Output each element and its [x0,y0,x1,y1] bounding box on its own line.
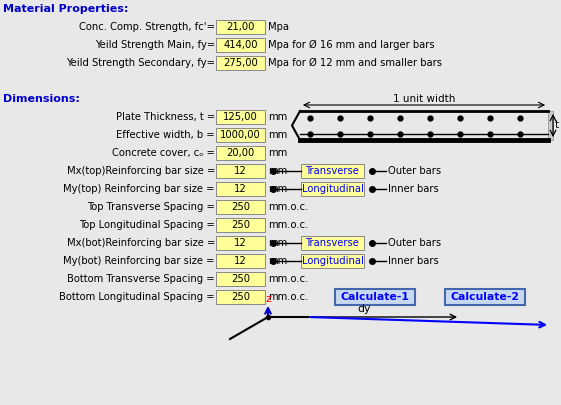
Text: Transverse: Transverse [306,238,360,248]
FancyBboxPatch shape [216,200,265,214]
Text: My(top) Reinforcing bar size =: My(top) Reinforcing bar size = [63,184,215,194]
Text: 12: 12 [234,238,247,248]
FancyBboxPatch shape [301,164,364,178]
Text: 21,00: 21,00 [226,22,255,32]
Text: 125,00: 125,00 [223,112,258,122]
Text: z: z [265,294,271,304]
Text: Outer bars: Outer bars [388,166,441,176]
Text: Yeild Strength Main, fy=: Yeild Strength Main, fy= [95,40,215,50]
Text: Concrete cover, cₒ =: Concrete cover, cₒ = [112,148,215,158]
Text: mm: mm [268,112,287,122]
Text: 414,00: 414,00 [223,40,257,50]
Text: Yeild Strength Secondary, fy=: Yeild Strength Secondary, fy= [66,58,215,68]
FancyBboxPatch shape [216,290,265,304]
Text: My(bot) Reinforcing bar size =: My(bot) Reinforcing bar size = [63,256,215,266]
FancyBboxPatch shape [216,146,265,160]
Text: Plate Thickness, t =: Plate Thickness, t = [116,112,215,122]
Text: Dimensions:: Dimensions: [3,94,80,104]
Text: mm.o.c.: mm.o.c. [268,292,309,302]
FancyBboxPatch shape [335,289,415,305]
Text: Mpa for Ø 12 mm and smaller bars: Mpa for Ø 12 mm and smaller bars [268,58,442,68]
Text: 20,00: 20,00 [227,148,255,158]
FancyBboxPatch shape [216,56,265,70]
FancyBboxPatch shape [548,111,553,140]
FancyBboxPatch shape [216,164,265,178]
Text: Mpa for Ø 16 mm and larger bars: Mpa for Ø 16 mm and larger bars [268,40,435,50]
Text: mm: mm [268,130,287,140]
Text: 250: 250 [231,274,250,284]
Text: Effective width, b =: Effective width, b = [116,130,215,140]
Text: Inner bars: Inner bars [388,184,439,194]
Text: Material Properties:: Material Properties: [3,4,128,14]
Text: Bottom Transverse Spacing =: Bottom Transverse Spacing = [67,274,215,284]
Text: 250: 250 [231,202,250,212]
Text: Calculate-2: Calculate-2 [450,292,519,302]
Text: 12: 12 [234,166,247,176]
Text: mm: mm [268,148,287,158]
Text: Mx(top)Reinforcing bar size =: Mx(top)Reinforcing bar size = [67,166,215,176]
FancyBboxPatch shape [216,182,265,196]
FancyBboxPatch shape [301,182,364,196]
Text: mm: mm [268,256,287,266]
Text: 250: 250 [231,292,250,302]
Text: Calculate-1: Calculate-1 [341,292,410,302]
Text: Bottom Longitudinal Spacing =: Bottom Longitudinal Spacing = [59,292,215,302]
Text: mm: mm [268,184,287,194]
FancyBboxPatch shape [216,110,265,124]
FancyBboxPatch shape [216,272,265,286]
Text: 1000,00: 1000,00 [220,130,261,140]
FancyBboxPatch shape [216,20,265,34]
Text: 12: 12 [234,256,247,266]
Text: 250: 250 [231,220,250,230]
FancyBboxPatch shape [445,289,525,305]
Text: Conc. Comp. Strength, fc'=: Conc. Comp. Strength, fc'= [79,22,215,32]
Text: Longitudinal: Longitudinal [302,256,364,266]
Text: mm.o.c.: mm.o.c. [268,220,309,230]
Text: Mpa: Mpa [268,22,289,32]
FancyBboxPatch shape [216,218,265,232]
Text: Outer bars: Outer bars [388,238,441,248]
Text: mm.o.c.: mm.o.c. [268,274,309,284]
Text: Inner bars: Inner bars [388,256,439,266]
Text: mm: mm [268,238,287,248]
Text: dy: dy [357,304,371,314]
Text: Top Longitudinal Spacing =: Top Longitudinal Spacing = [79,220,215,230]
FancyBboxPatch shape [216,38,265,52]
Text: mm.o.c.: mm.o.c. [268,202,309,212]
Text: t: t [555,121,559,130]
FancyBboxPatch shape [216,254,265,268]
Text: 1 unit width: 1 unit width [393,94,455,104]
FancyBboxPatch shape [301,254,364,268]
Text: 275,00: 275,00 [223,58,258,68]
FancyBboxPatch shape [216,128,265,142]
Text: mm: mm [268,166,287,176]
FancyBboxPatch shape [301,236,364,250]
Text: Top Transverse Spacing =: Top Transverse Spacing = [87,202,215,212]
Text: Longitudinal: Longitudinal [302,184,364,194]
Text: 12: 12 [234,184,247,194]
FancyBboxPatch shape [216,236,265,250]
Text: Transverse: Transverse [306,166,360,176]
Text: Mx(bot)Reinforcing bar size =: Mx(bot)Reinforcing bar size = [67,238,215,248]
